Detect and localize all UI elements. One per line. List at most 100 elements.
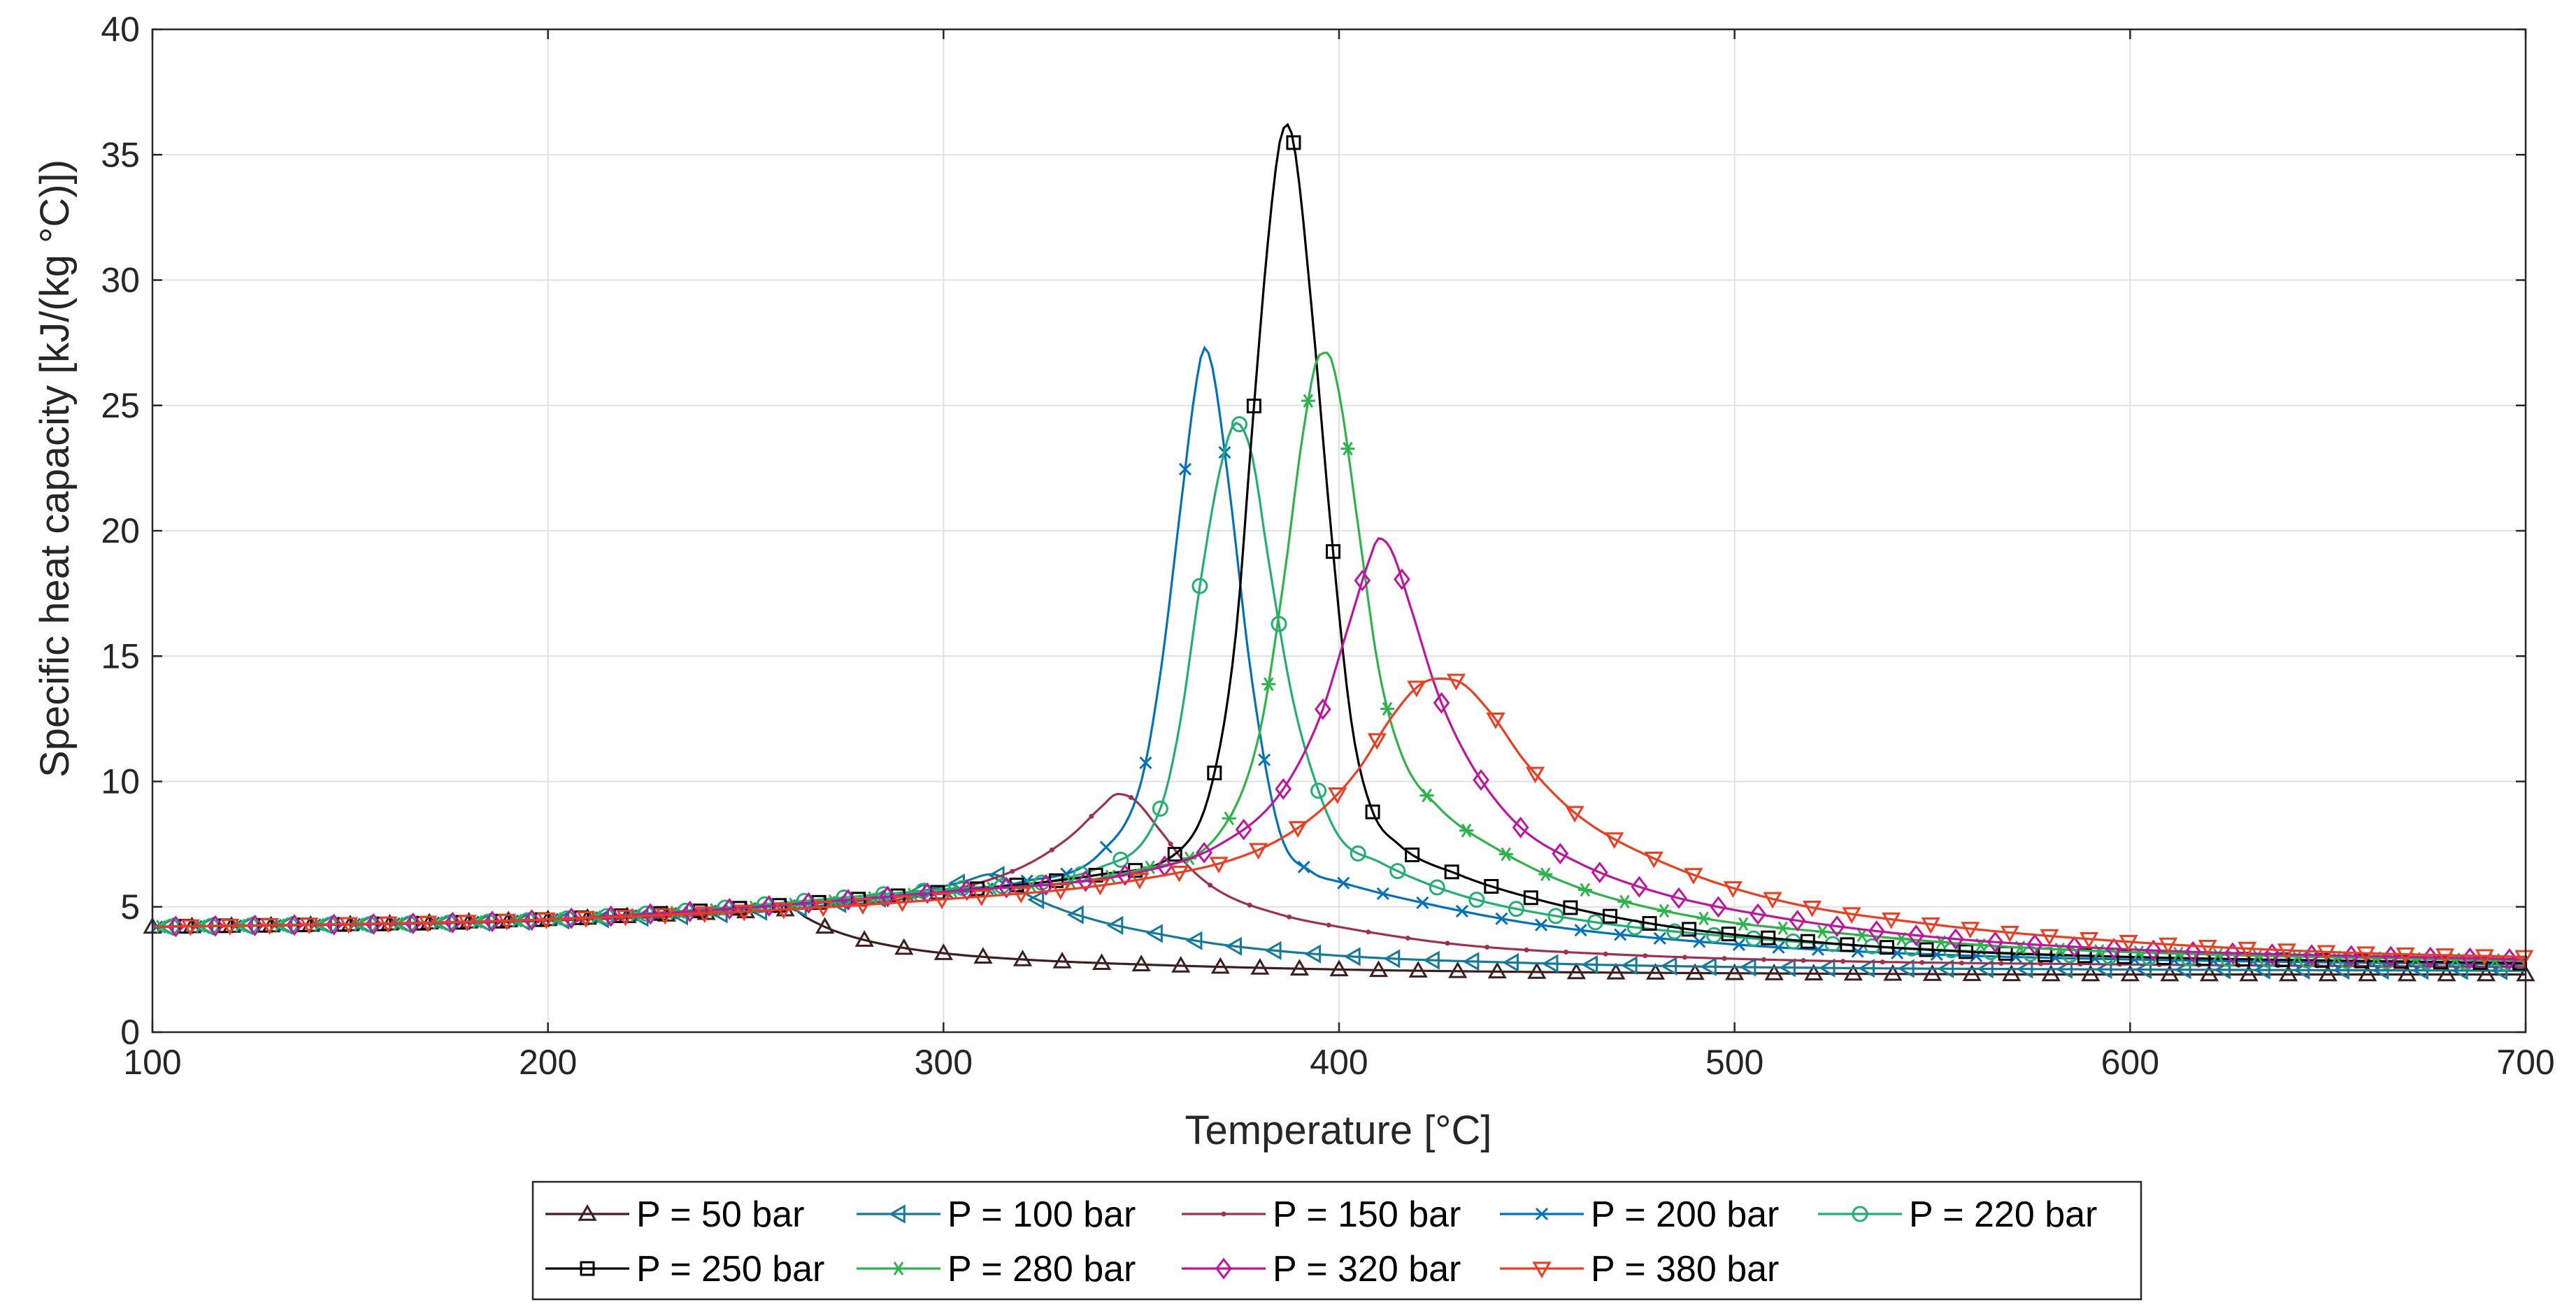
data-point xyxy=(1383,949,1401,969)
data-point xyxy=(2131,945,2146,959)
data-point xyxy=(1376,887,1389,901)
data-point xyxy=(1329,959,1349,977)
data-point xyxy=(1011,887,1031,904)
data-point xyxy=(576,910,596,928)
legend-label: P = 220 bar xyxy=(1909,1194,2097,1235)
y-tick-label: 0 xyxy=(120,1013,140,1052)
data-point xyxy=(2210,948,2225,962)
legend-marker xyxy=(1532,1262,1552,1279)
legend-item: P = 220 bar xyxy=(1818,1194,2097,1235)
data-point xyxy=(1130,872,1150,890)
data-point xyxy=(892,895,913,913)
data-point xyxy=(444,911,461,934)
data-point xyxy=(497,913,517,931)
data-point xyxy=(2120,964,2140,982)
data-point xyxy=(1566,962,1586,980)
data-point xyxy=(1052,951,1072,969)
axes-frame xyxy=(151,28,2527,1034)
data-point xyxy=(1178,462,1192,476)
data-point xyxy=(1587,914,1604,931)
data-point xyxy=(1405,847,1420,862)
legend-item: P = 320 bar xyxy=(1182,1249,1461,1290)
data-point xyxy=(1617,894,1632,909)
data-point xyxy=(1879,940,1894,955)
data-point xyxy=(2160,964,2180,982)
data-point xyxy=(1106,915,1124,935)
legend-label: P = 100 bar xyxy=(947,1194,1136,1235)
legend-item: P = 250 bar xyxy=(545,1249,824,1290)
data-point xyxy=(933,943,953,960)
data-point xyxy=(207,915,224,937)
data-point xyxy=(681,900,699,922)
data-point xyxy=(1761,930,1776,945)
x-tick-label: 200 xyxy=(519,1043,577,1082)
data-point xyxy=(1090,878,1110,896)
data-point xyxy=(167,915,185,938)
data-point xyxy=(1066,905,1084,924)
data-point xyxy=(815,917,835,934)
data-point xyxy=(1883,964,1903,981)
data-point xyxy=(1210,957,1230,974)
data-point xyxy=(1407,680,1426,698)
data-point xyxy=(1682,955,1687,960)
data-point xyxy=(1459,823,1474,838)
y-tick-label: 40 xyxy=(101,10,140,49)
data-point xyxy=(1656,904,1671,918)
data-point xyxy=(948,873,966,893)
data-point xyxy=(2171,946,2186,961)
data-point xyxy=(1563,900,1578,915)
data-point xyxy=(1169,865,1189,883)
data-point xyxy=(1289,959,1310,976)
data-point xyxy=(1880,959,1885,965)
data-point xyxy=(1092,953,1112,971)
data-point xyxy=(1739,957,1756,977)
y-axis-label: Specific heat capacity [kJ/(kg °C)]) xyxy=(32,159,78,778)
data-point xyxy=(1961,922,1980,939)
data-point xyxy=(1552,843,1569,865)
data-point xyxy=(1473,769,1489,791)
data-point xyxy=(1209,857,1229,874)
data-point xyxy=(2435,948,2455,965)
data-point xyxy=(1705,927,1722,943)
data-point xyxy=(1301,394,1315,408)
data-point xyxy=(1745,930,1762,947)
data-point xyxy=(1725,963,1745,980)
data-point xyxy=(378,916,398,934)
data-point xyxy=(998,876,1015,899)
data-point xyxy=(1666,923,1683,940)
legend-label: P = 150 bar xyxy=(1273,1194,1461,1235)
data-point xyxy=(1152,800,1168,817)
legend-marker xyxy=(1852,1206,1868,1222)
data-point xyxy=(2119,935,2138,952)
data-point xyxy=(1547,908,1564,924)
data-point xyxy=(1495,912,1508,925)
x-tick-label: 100 xyxy=(123,1043,181,1082)
data-point xyxy=(1976,959,1994,979)
data-point xyxy=(2038,961,2043,966)
data-point xyxy=(1937,959,1954,978)
data-point xyxy=(1416,896,1429,910)
data-point xyxy=(1959,960,1964,966)
data-point xyxy=(1326,544,1341,559)
data-point xyxy=(299,917,319,935)
data-point xyxy=(1051,883,1071,900)
data-point xyxy=(1326,922,1331,928)
data-point xyxy=(1602,908,1617,924)
data-point xyxy=(840,889,857,911)
data-point xyxy=(1340,441,1355,456)
data-point xyxy=(325,913,343,936)
x-tick-label: 400 xyxy=(1310,1043,1368,1082)
data-point xyxy=(1736,917,1751,931)
data-point xyxy=(1800,934,1815,949)
data-point xyxy=(1959,944,1974,959)
data-point xyxy=(1286,135,1301,150)
y-tick-label: 5 xyxy=(120,887,140,927)
data-point xyxy=(2066,936,2083,958)
data-point xyxy=(1350,845,1366,862)
data-point xyxy=(2041,964,2061,982)
data-point xyxy=(1196,841,1213,864)
data-point xyxy=(286,914,303,936)
data-point xyxy=(958,879,975,901)
data-point xyxy=(1446,673,1466,691)
data-point xyxy=(1908,924,1925,946)
